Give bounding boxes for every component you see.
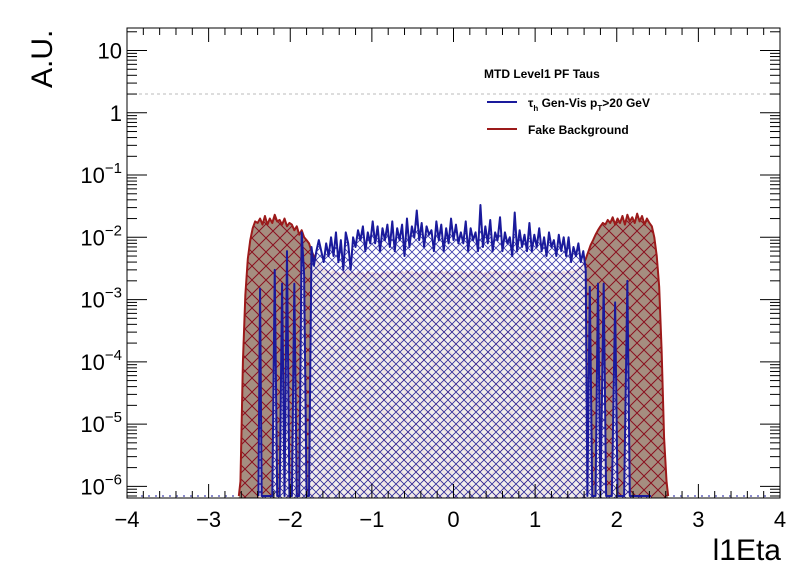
series-0-area — [258, 205, 652, 498]
legend-signal-tail: >20 GeV — [602, 96, 650, 110]
y-tick-exponent: −6 — [105, 471, 122, 488]
y-tick-label: 10−6 — [80, 471, 122, 499]
legend-signal-sub2: T — [597, 104, 602, 113]
legend-title: MTD Level1 PF Taus — [484, 67, 600, 81]
x-tick-label: −1 — [359, 507, 384, 532]
legend-signal-main: τ — [528, 96, 534, 110]
y-tick-exponent: −3 — [105, 285, 122, 302]
y-tick-label: 10−4 — [80, 347, 122, 375]
y-tick-label: 10 — [98, 39, 122, 64]
y-tick-base: 10 — [80, 350, 104, 375]
y-tick-exponent: −5 — [105, 409, 122, 426]
x-tick-label: 3 — [692, 507, 704, 532]
x-tick-label: −4 — [114, 507, 139, 532]
legend-label-signal: τh Gen-Vis pT>20 GeV — [528, 96, 650, 113]
y-tick-label: 10−2 — [80, 222, 122, 250]
y-tick-exponent: −1 — [105, 160, 122, 177]
legend-label-background: Fake Background — [528, 123, 629, 137]
y-tick-base: 10 — [80, 225, 104, 250]
y-tick-base: 10 — [80, 288, 104, 313]
y-tick-exponent: −2 — [105, 222, 122, 239]
x-tick-label: 2 — [611, 507, 623, 532]
y-tick-label: 10−5 — [80, 409, 122, 437]
y-tick-label: 1 — [110, 101, 122, 126]
y-tick-base: 10 — [80, 474, 104, 499]
y-tick-label: 10−1 — [80, 160, 122, 188]
legend-signal-mid: Gen-Vis p — [538, 96, 597, 110]
y-tick-exponent: −4 — [105, 347, 122, 364]
y-tick-base: 10 — [98, 39, 122, 64]
x-tick-label: −3 — [196, 507, 221, 532]
x-tick-label: 0 — [447, 507, 459, 532]
y-tick-base: 10 — [80, 163, 104, 188]
x-tick-label: 4 — [774, 507, 786, 532]
y-tick-label: 10−3 — [80, 285, 122, 313]
series-0-line — [257, 204, 652, 497]
legend-signal-sub1: h — [533, 104, 538, 113]
y-tick-base: 10 — [80, 412, 104, 437]
legend: MTD Level1 PF Taus τh Gen-Vis pT>20 GeV … — [484, 67, 650, 137]
plot-area — [127, 93, 780, 498]
y-axis-label: A.U. — [26, 30, 59, 88]
x-axis-label: l1Eta — [713, 534, 782, 567]
x-tick-label: −2 — [278, 507, 303, 532]
x-tick-label: 1 — [529, 507, 541, 532]
y-tick-base: 1 — [110, 101, 122, 126]
